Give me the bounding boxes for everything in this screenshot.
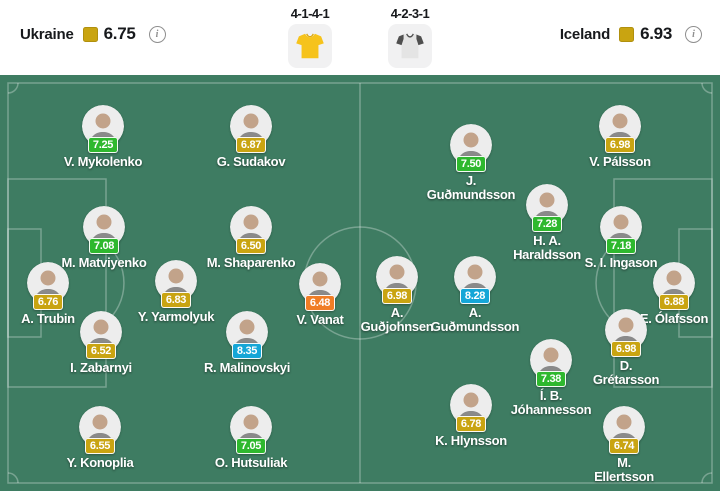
away-team-summary: Iceland 6.93 i <box>560 22 702 46</box>
player-name: S. I. Ingason <box>584 255 658 270</box>
home-formation-block: 4-1-4-1 <box>288 6 332 68</box>
player-home[interactable]: 6.55 Y. Konoplia <box>40 406 160 470</box>
player-name: I. Zabarnyi <box>70 360 132 375</box>
player-rating-badge: 6.50 <box>235 238 267 254</box>
away-jersey-icon <box>388 24 432 68</box>
info-icon[interactable]: i <box>685 25 702 43</box>
player-away[interactable]: 6.88 E. Ólafsson <box>614 262 720 326</box>
formations: 4-1-4-1 4-2-3-1 <box>0 6 720 68</box>
player-name: V. Pálsson <box>589 154 651 169</box>
pitch: 6.76 A. Trubin 7.25 V. Mykolenko 7.08 M.… <box>0 75 720 491</box>
player-name: Y. Konoplia <box>66 455 134 470</box>
player-home[interactable]: 8.35 R. Malinovskyi <box>187 311 307 375</box>
home-jersey-icon <box>288 24 332 68</box>
player-away[interactable]: 6.98 V. Pálsson <box>560 105 680 169</box>
home-team-summary: Ukraine 6.75 i <box>20 22 166 46</box>
player-name: A. Guðmundsson <box>430 305 520 334</box>
info-icon[interactable]: i <box>148 25 166 43</box>
player-home[interactable]: 7.08 M. Matviyenko <box>44 206 164 270</box>
player-home[interactable]: 6.76 A. Trubin <box>0 262 108 326</box>
player-away[interactable]: 7.38 Í. B. Jóhannesson <box>491 339 611 417</box>
player-home[interactable]: 7.05 O. Hutsuliak <box>191 406 311 470</box>
player-name: M. Matviyenko <box>61 255 147 270</box>
player-home[interactable]: 6.83 Y. Yarmolyuk <box>116 260 236 324</box>
away-team-name: Iceland <box>559 25 611 43</box>
player-name: Í. B. Jóhannesson <box>510 388 592 417</box>
lineups-header: Ukraine 6.75 i 4-1-4-1 4-2-3-1 <box>0 0 720 75</box>
player-avatar <box>605 309 647 351</box>
player-rating-badge: 7.38 <box>535 371 567 387</box>
player-home[interactable]: 6.48 V. Vanat <box>260 263 380 327</box>
player-away[interactable]: 7.50 J. Guðmundsson <box>411 124 531 202</box>
player-rating-badge: 6.55 <box>84 438 116 454</box>
player-name: Y. Yarmolyuk <box>137 309 215 324</box>
player-rating-badge: 7.25 <box>87 137 119 153</box>
away-team-rating: 6.93 <box>640 24 672 43</box>
player-rating-badge: 8.28 <box>459 288 491 304</box>
player-name: M. Ellertsson <box>594 455 654 484</box>
player-rating-badge: 6.52 <box>85 343 117 359</box>
player-name: K. Hlynsson <box>435 433 507 448</box>
player-name: V. Mykolenko <box>63 154 143 169</box>
player-rating-badge: 6.83 <box>160 292 192 308</box>
away-formation-block: 4-2-3-1 <box>388 6 432 68</box>
player-name: V. Vanat <box>296 312 344 327</box>
player-rating-badge: 6.87 <box>235 137 267 153</box>
player-name: M. Shaparenko <box>206 255 296 270</box>
player-away[interactable]: 6.78 K. Hlynsson <box>411 384 531 448</box>
home-team-name: Ukraine <box>20 25 74 43</box>
player-rating-badge: 6.88 <box>658 294 690 310</box>
player-rating-badge: 6.98 <box>610 341 642 357</box>
home-team-rating-color-square <box>82 26 98 42</box>
player-rating-badge: 6.98 <box>381 288 413 304</box>
player-rating-badge: 7.50 <box>455 156 487 172</box>
player-name: O. Hutsuliak <box>214 455 288 470</box>
player-rating-badge: 7.18 <box>605 238 637 254</box>
player-away[interactable]: 6.98 A. Guðjohnsen <box>337 256 457 334</box>
player-rating-badge: 8.35 <box>231 343 263 359</box>
home-team-rating: 6.75 <box>103 24 136 43</box>
home-formation-label: 4-1-4-1 <box>290 6 330 21</box>
player-rating-badge: 6.48 <box>304 295 336 311</box>
player-name: E. Ólafsson <box>639 311 709 326</box>
player-name: A. Trubin <box>21 311 75 326</box>
player-rating-badge: 6.76 <box>32 294 64 310</box>
player-away[interactable]: 6.98 D. Grétarsson <box>566 309 686 387</box>
away-formation-label: 4-2-3-1 <box>390 6 430 21</box>
away-team-rating-color-square <box>619 26 635 42</box>
player-rating-badge: 7.05 <box>235 438 267 454</box>
player-rating-badge: 7.28 <box>531 216 563 232</box>
player-name: H. A. Haraldsson <box>513 233 581 262</box>
player-name: D. Grétarsson <box>592 358 660 387</box>
player-home[interactable]: 6.50 M. Shaparenko <box>191 206 311 270</box>
player-name: J. Guðmundsson <box>426 173 516 202</box>
player-rating-badge: 6.74 <box>608 438 640 454</box>
player-name: R. Malinovskyi <box>203 360 291 375</box>
player-away[interactable]: 7.18 S. I. Ingason <box>561 206 681 270</box>
player-rating-badge: 7.08 <box>88 238 120 254</box>
player-name: G. Sudakov <box>216 154 286 169</box>
player-home[interactable]: 6.87 G. Sudakov <box>191 105 311 169</box>
player-home[interactable]: 6.52 I. Zabarnyi <box>41 311 161 375</box>
player-home[interactable]: 7.25 V. Mykolenko <box>43 105 163 169</box>
player-rating-badge: 6.78 <box>455 416 487 432</box>
player-away[interactable]: 7.28 H. A. Haraldsson <box>487 184 607 262</box>
player-away[interactable]: 6.74 M. Ellertsson <box>564 406 684 484</box>
player-away[interactable]: 8.28 A. Guðmundsson <box>415 256 535 334</box>
player-name: A. Guðjohnsen <box>360 305 434 334</box>
player-rating-badge: 6.98 <box>604 137 636 153</box>
